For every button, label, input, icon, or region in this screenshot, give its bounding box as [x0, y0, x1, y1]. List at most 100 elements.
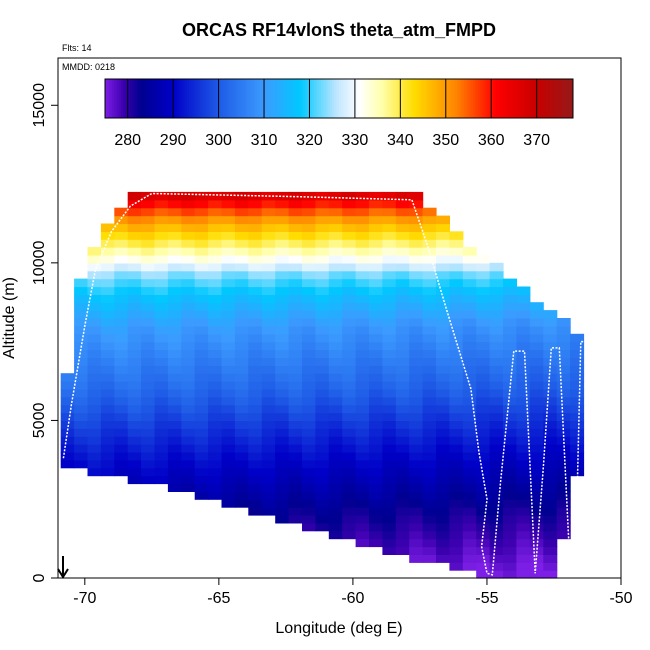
heatmap-cell: [315, 207, 330, 217]
heatmap-cell: [543, 530, 558, 540]
heatmap-cell: [422, 396, 437, 406]
heatmap-cell: [409, 396, 424, 406]
heatmap-cell: [100, 310, 115, 319]
heatmap-cell: [355, 436, 370, 445]
heatmap-cell: [234, 499, 249, 508]
colorbar-segment: [359, 79, 363, 118]
heatmap-cell: [342, 373, 357, 382]
heatmap-cell: [503, 562, 517, 571]
heatmap-cell: [208, 381, 223, 390]
heatmap-cell: [208, 436, 223, 445]
heatmap-cell: [167, 223, 182, 232]
heatmap-cell: [275, 325, 290, 335]
heatmap-cell: [315, 396, 330, 406]
heatmap-cell: [449, 349, 464, 358]
heatmap-cell: [234, 459, 249, 469]
heatmap-cell: [154, 404, 169, 414]
heatmap-cell: [436, 467, 450, 477]
heatmap-cell: [503, 483, 517, 492]
heatmap-cell: [248, 207, 263, 217]
heatmap-cell: [342, 231, 357, 240]
colorbar-tick-label: 350: [432, 132, 459, 149]
heatmap-cell: [141, 239, 156, 248]
colorbar-segment: [284, 79, 288, 118]
heatmap-cell: [194, 262, 209, 272]
heatmap-cell: [369, 333, 383, 343]
heatmap-cell: [503, 467, 517, 477]
heatmap-cell: [315, 420, 330, 429]
heatmap-cell: [74, 412, 89, 421]
heatmap-cell: [476, 444, 491, 453]
heatmap-cell: [395, 522, 410, 532]
heatmap-cell: [154, 247, 169, 256]
heatmap-cell: [221, 357, 236, 366]
heatmap-cell: [261, 491, 276, 500]
colorbar-segment: [373, 79, 376, 118]
heatmap-cell: [409, 215, 424, 225]
heatmap-cell: [302, 522, 316, 532]
heatmap-cell: [154, 459, 169, 469]
heatmap-cell: [355, 451, 370, 461]
heatmap-cell: [315, 404, 330, 414]
heatmap-cell: [395, 270, 410, 280]
heatmap-cell: [248, 507, 263, 516]
heatmap-cell: [328, 278, 343, 288]
heatmap-cell: [248, 459, 263, 469]
heatmap-cell: [127, 294, 142, 303]
heatmap-cell: [127, 396, 142, 406]
heatmap-cell: [141, 302, 156, 311]
heatmap-cell: [395, 467, 410, 477]
heatmap-cell: [87, 357, 102, 366]
heatmap-cell: [141, 420, 156, 429]
heatmap-cell: [194, 381, 209, 390]
heatmap-cell: [503, 381, 517, 390]
heatmap-cell: [167, 286, 182, 295]
heatmap-cell: [194, 475, 209, 485]
colorbar-segment: [175, 79, 179, 118]
heatmap-cell: [382, 318, 397, 327]
heatmap-cell: [395, 318, 410, 327]
heatmap-cell: [449, 302, 464, 311]
heatmap-cell: [436, 223, 450, 232]
heatmap-cell: [355, 388, 370, 398]
heatmap-cell: [328, 239, 343, 248]
heatmap-cell: [315, 239, 330, 248]
heatmap-cell: [248, 278, 263, 288]
heatmap-cell: [154, 294, 169, 303]
heatmap-cell: [342, 436, 357, 445]
colorbar-segment: [264, 79, 267, 118]
heatmap-cell: [167, 262, 182, 272]
heatmap-cell: [127, 207, 142, 217]
colorbar-segment: [245, 79, 249, 118]
heatmap-cell: [194, 318, 209, 327]
heatmap-cell: [194, 357, 209, 366]
heatmap-cell: [449, 294, 464, 303]
heatmap-cell: [449, 318, 464, 327]
heatmap-cell: [181, 191, 196, 201]
heatmap-cell: [181, 333, 196, 343]
heatmap-cell: [221, 239, 236, 248]
heatmap-cell: [167, 404, 182, 414]
heatmap-cell: [167, 420, 182, 429]
heatmap-cell: [556, 404, 571, 414]
heatmap-cell: [127, 341, 142, 351]
colorbar-segment: [570, 79, 574, 118]
heatmap-cell: [395, 546, 410, 555]
heatmap-cell: [369, 530, 383, 540]
heatmap-cell: [516, 349, 531, 358]
heatmap-cell: [436, 310, 450, 319]
colorbar-segment: [445, 79, 449, 118]
heatmap-cell: [100, 247, 115, 256]
colorbar-segment: [502, 79, 506, 118]
heatmap-cell: [570, 396, 585, 406]
heatmap-cell: [302, 357, 316, 366]
heatmap-cell: [462, 318, 477, 327]
heatmap-cell: [422, 412, 437, 421]
colorbar-segment: [125, 79, 129, 118]
heatmap-cell: [489, 491, 504, 500]
heatmap-cell: [342, 318, 357, 327]
heatmap-cell: [529, 515, 544, 524]
heatmap-cell: [409, 302, 424, 311]
heatmap-cell: [503, 357, 517, 366]
heatmap-cell: [302, 365, 316, 374]
